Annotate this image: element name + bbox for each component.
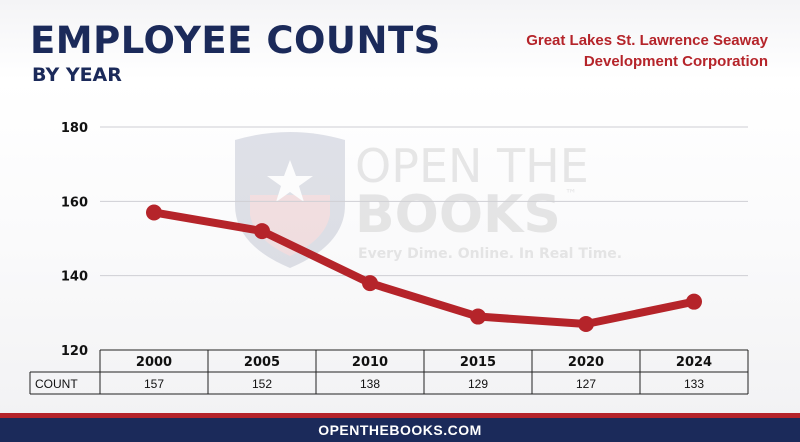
table-value: 138 [360,377,380,391]
data-point [578,315,594,332]
footer-stripe [0,413,800,418]
organization-name-line2: Development Corporation [583,53,768,70]
grid-lines [100,126,748,277]
watermark-tm: ™ [565,187,577,201]
data-point [686,293,702,310]
data-points [146,204,702,332]
y-tick-label: 140 [61,270,88,285]
data-point [470,308,486,325]
data-point [254,223,270,240]
table-value: 152 [252,377,272,391]
footer-url: OPENTHEBOOKS.COM [0,418,800,442]
chart-subtitle: BY YEAR [32,64,122,86]
data-point [146,204,162,221]
y-tick-label: 180 [61,121,88,136]
y-tick-label: 120 [61,344,88,359]
y-axis: 120 140 160 180 [61,121,88,359]
organization-name: Great Lakes St. Lawrence Seaway Developm… [508,30,768,72]
series-line [150,208,698,328]
x-category-label: 2010 [352,355,388,370]
watermark: OPEN THE BOOKS ™ Every Dime. Online. In … [235,132,622,268]
chart-title: EMPLOYEE COUNTS [30,19,441,62]
table-value: 129 [468,377,488,391]
table-value: 127 [576,377,596,391]
line-chart: OPEN THE BOOKS ™ Every Dime. Online. In … [29,121,749,395]
y-tick-label: 160 [61,195,88,210]
x-category-label: 2000 [136,355,172,370]
table-row-label: COUNT [35,377,78,391]
watermark-tagline: Every Dime. Online. In Real Time. [358,246,622,262]
data-point [362,275,378,292]
table-value: 133 [684,377,704,391]
organization-name-line1: Great Lakes St. Lawrence Seaway [526,32,768,49]
table-value: 157 [144,377,164,391]
x-category-label: 2005 [244,355,280,370]
x-category-label: 2024 [676,355,712,370]
watermark-line2: BOOKS [355,185,561,245]
watermark-line1: OPEN THE [355,139,589,193]
data-table: COUNT 2000 157 2005 152 2010 138 2015 129 2020 127… [29,349,749,395]
x-category-label: 2015 [460,355,496,370]
x-category-label: 2020 [568,355,604,370]
